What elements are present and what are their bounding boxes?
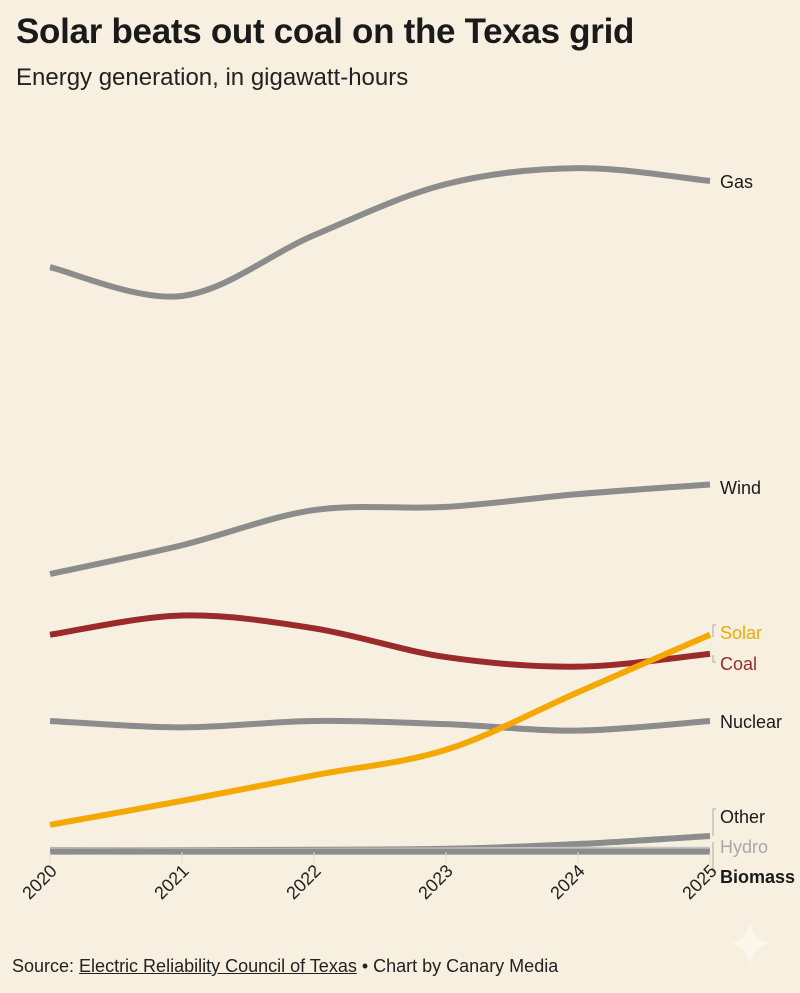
series-label-solar: Solar — [720, 623, 762, 643]
series-label-hydro: Hydro — [720, 837, 768, 857]
source-prefix: Source: — [12, 956, 80, 976]
series-label-wind: Wind — [720, 478, 761, 498]
chart-subtitle: Energy generation, in gigawatt-hours — [16, 64, 409, 91]
x-tick-label: 2025 — [678, 861, 720, 903]
x-tick-label: 2023 — [414, 861, 456, 903]
x-axis-ticks: 2020 2021 2022 2023 2024 2025 — [18, 852, 721, 903]
series-label-biomass: Biomass — [720, 867, 795, 887]
chart-title: Solar beats out coal on the Texas grid — [16, 12, 635, 51]
source-link[interactable]: Electric Reliability Council of Texas — [79, 956, 357, 976]
x-tick-label: 2020 — [18, 861, 60, 903]
series-line-gas — [49, 165, 711, 300]
series-label-other: Other — [720, 807, 765, 827]
label-bracket-hydro-biomass — [712, 842, 716, 873]
series-line-coal — [49, 612, 711, 670]
source-note: Source: Electric Reliability Council of … — [12, 956, 558, 977]
chart-credit: • Chart by Canary Media — [356, 956, 559, 976]
series-line-nuclear — [49, 717, 711, 734]
series-labels: Gas Wind Coal Nuclear Other Hydro Biomass Solar — [712, 172, 795, 887]
label-bracket-coal — [712, 655, 716, 663]
series-label-coal: Coal — [720, 654, 757, 674]
label-bracket-other — [712, 808, 716, 836]
series-label-nuclear: Nuclear — [720, 712, 782, 732]
series-lines — [49, 165, 712, 855]
x-tick-label: 2024 — [546, 861, 588, 903]
x-tick-label: 2021 — [150, 861, 192, 903]
series-line-solar — [49, 631, 712, 828]
series-label-gas: Gas — [720, 172, 753, 192]
x-tick-label: 2022 — [282, 861, 324, 903]
sparkle-icon — [730, 920, 770, 966]
series-line-wind — [49, 481, 711, 577]
label-bracket-solar — [712, 624, 716, 637]
